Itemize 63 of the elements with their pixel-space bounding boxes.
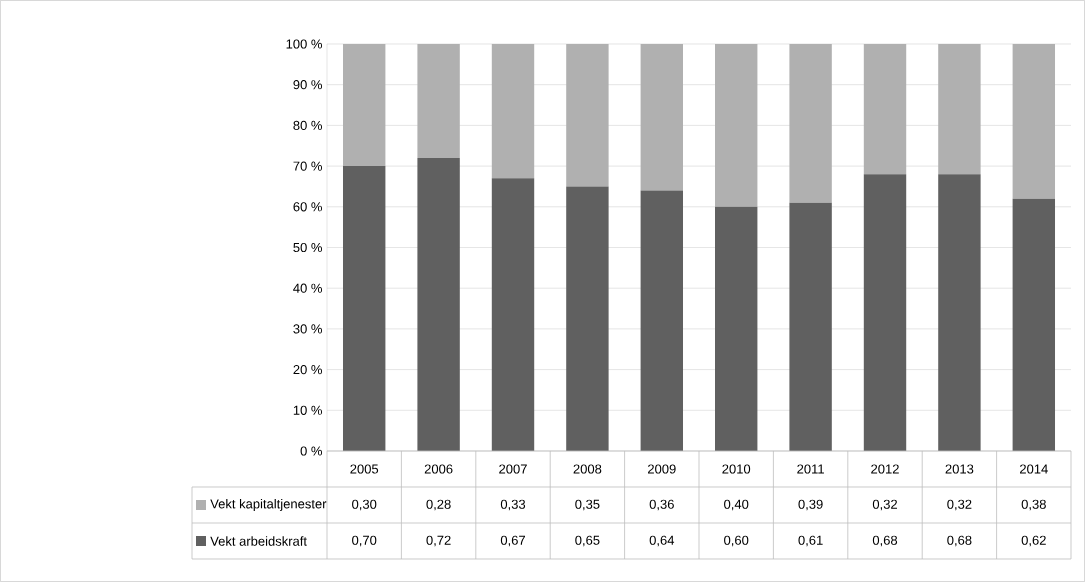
- y-tick-label: 20 %: [293, 364, 322, 375]
- data-label: 0,68: [872, 535, 898, 547]
- data-label: 0,67: [500, 535, 525, 547]
- bar: [343, 44, 386, 167]
- data-label: 0,70: [352, 535, 377, 547]
- bar: [789, 202, 832, 451]
- bar: [640, 190, 684, 451]
- x-tick-label: 2005: [350, 464, 379, 474]
- y-tick-label: 0 %: [300, 446, 322, 456]
- bar: [863, 44, 907, 175]
- y-tick-label: 100 %: [286, 39, 322, 49]
- bar: [417, 157, 460, 451]
- x-tick-label: 2011: [797, 464, 824, 474]
- data-label: 0,33: [500, 499, 526, 511]
- data-label: 0,28: [426, 499, 451, 511]
- y-tick-label: 60 %: [293, 202, 322, 212]
- bar: [343, 166, 386, 451]
- bar: [938, 44, 981, 175]
- legend-label: Vekt arbeidskraft: [210, 536, 307, 546]
- data-label: 0,32: [947, 499, 972, 511]
- data-label: 0,68: [947, 535, 972, 547]
- y-tick-label: 90 %: [293, 80, 322, 90]
- y-tick-label: 70 %: [293, 161, 322, 171]
- x-tick-label: 2014: [1020, 464, 1048, 474]
- data-label: 0,32: [872, 499, 897, 511]
- y-tick-label: 10 %: [293, 405, 322, 415]
- y-tick-label: 30 %: [293, 324, 322, 334]
- legend-label: Vekt kapitaltjenester: [210, 498, 327, 512]
- data-label: 0,36: [649, 499, 674, 511]
- x-tick-label: 2013: [945, 464, 974, 474]
- data-label: 0,65: [575, 535, 600, 547]
- x-tick-label: 2009: [648, 464, 676, 474]
- data-label: 0,30: [352, 499, 377, 511]
- data-label: 0,72: [426, 535, 451, 547]
- bar: [640, 44, 684, 191]
- bar: [491, 44, 535, 179]
- x-tick-label: 2007: [499, 464, 527, 474]
- bar: [566, 186, 609, 451]
- bar: [715, 44, 758, 207]
- bar: [789, 44, 832, 203]
- y-tick-label: 40 %: [293, 283, 322, 293]
- bar: [1012, 44, 1056, 199]
- data-label: 0,40: [724, 499, 749, 511]
- bar: [938, 174, 981, 451]
- x-tick-label: 2006: [424, 464, 453, 474]
- x-tick-label: 2010: [722, 464, 751, 474]
- data-label: 0,39: [798, 499, 823, 511]
- bar: [863, 174, 907, 451]
- bar: [417, 44, 460, 158]
- bar: [491, 178, 535, 451]
- data-label: 0,38: [1021, 499, 1046, 511]
- data-label: 0,60: [724, 535, 749, 547]
- bar: [566, 44, 609, 187]
- bar: [715, 206, 758, 451]
- x-tick-label: 2012: [871, 464, 899, 474]
- data-label: 0,61: [798, 535, 823, 547]
- data-label: 0,64: [649, 535, 675, 547]
- data-label: 0,35: [575, 499, 600, 511]
- bar: [1012, 198, 1056, 451]
- y-tick-label: 80 %: [293, 120, 322, 130]
- data-label: 0,62: [1021, 535, 1046, 547]
- x-tick-label: 2008: [573, 464, 602, 474]
- y-tick-label: 50 %: [293, 242, 322, 253]
